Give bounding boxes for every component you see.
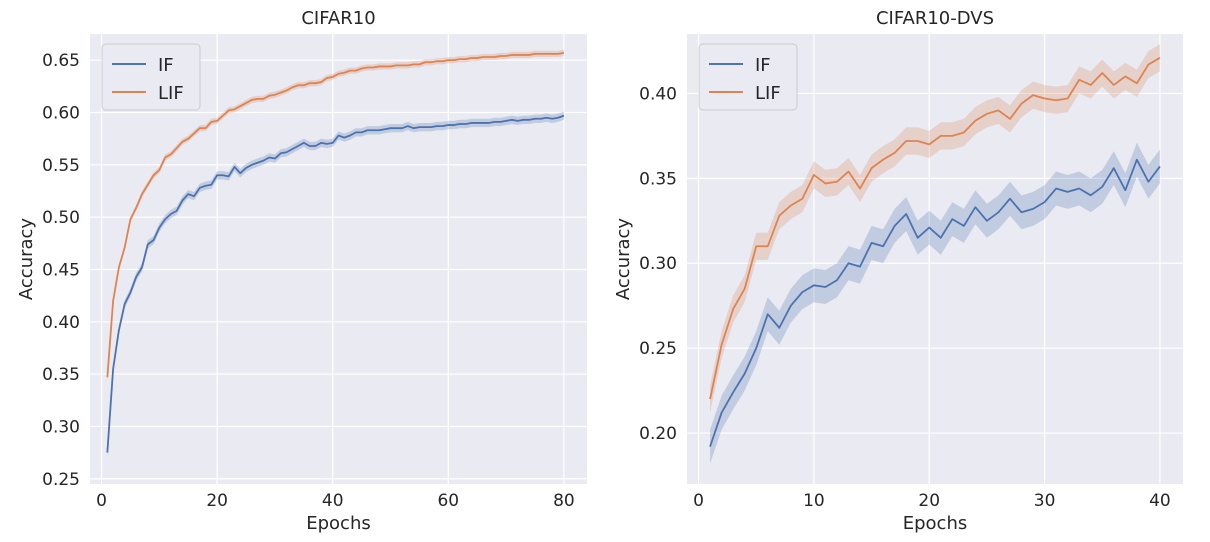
x-tick-label: 40 bbox=[1149, 491, 1171, 511]
y-tick-label: 0.20 bbox=[639, 424, 677, 444]
x-tick-label: 20 bbox=[206, 491, 228, 511]
x-tick-label: 10 bbox=[803, 491, 825, 511]
x-tick-label: 80 bbox=[553, 491, 575, 511]
y-tick-label: 0.35 bbox=[42, 365, 80, 385]
y-axis-label: Accuracy bbox=[613, 218, 634, 301]
chart-panel-cifar10-dvs: 0 10 20 30 40 0.20 0.25 0.30 0.35 0.40 CIFAR10-DVS… bbox=[613, 8, 1183, 534]
x-axis-label: Epochs bbox=[903, 513, 968, 534]
legend-label-lif: LIF bbox=[158, 83, 184, 104]
chart-title: CIFAR10-DVS bbox=[876, 8, 994, 29]
y-tick-label: 0.30 bbox=[42, 417, 80, 437]
y-tick-label: 0.60 bbox=[42, 103, 80, 123]
legend bbox=[698, 43, 798, 111]
y-tick-label: 0.40 bbox=[42, 313, 80, 333]
y-tick-label: 0.25 bbox=[42, 470, 80, 490]
y-tick-label: 0.25 bbox=[639, 339, 677, 359]
series-line-lif bbox=[709, 56, 1161, 400]
legend-label-if: IF bbox=[755, 55, 771, 76]
y-tick-label: 0.40 bbox=[639, 84, 677, 104]
chart-title: CIFAR10 bbox=[301, 8, 375, 29]
y-tick-label: 0.50 bbox=[42, 208, 80, 228]
y-tick-label: 0.55 bbox=[42, 156, 80, 176]
y-tick-label: 0.30 bbox=[639, 254, 677, 274]
confidence-band-if bbox=[710, 142, 1160, 464]
x-tick-label: 40 bbox=[322, 491, 344, 511]
x-tick-label: 30 bbox=[1034, 491, 1056, 511]
x-tick-label: 0 bbox=[693, 491, 704, 511]
y-tick-label: 0.65 bbox=[42, 51, 80, 71]
y-axis-label: Accuracy bbox=[16, 218, 37, 301]
x-tick-label: 20 bbox=[918, 491, 940, 511]
chart-panel-cifar10: 0 20 40 60 80 0.25 0.30 0.35 0.40 0.45 0.50 0.55 0.6… bbox=[16, 8, 587, 534]
confidence-band-lif bbox=[710, 44, 1160, 413]
y-tick-label: 0.35 bbox=[639, 169, 677, 189]
x-tick-label: 0 bbox=[96, 491, 107, 511]
x-axis-label: Epochs bbox=[306, 513, 371, 534]
legend bbox=[101, 43, 201, 111]
series-line-if bbox=[709, 158, 1161, 447]
x-tick-label: 60 bbox=[437, 491, 459, 511]
series-line-if bbox=[106, 114, 565, 453]
legend-label-if: IF bbox=[158, 55, 174, 76]
series-line-lif bbox=[106, 51, 565, 378]
y-tick-label: 0.45 bbox=[42, 260, 80, 280]
legend-label-lif: LIF bbox=[755, 83, 781, 104]
